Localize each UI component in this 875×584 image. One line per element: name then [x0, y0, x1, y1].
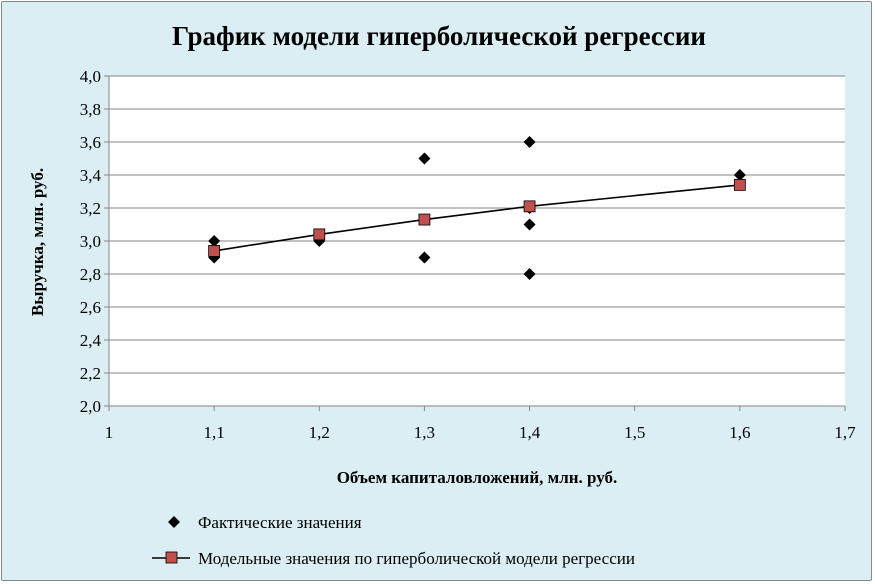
y-tick-label: 3,4 [80, 166, 102, 185]
data-point-actual [523, 268, 536, 280]
data-point-model [418, 213, 431, 226]
data-point-actual [523, 136, 536, 148]
x-axis-label: Объем капиталовложений, млн. руб. [337, 468, 618, 487]
y-tick-label: 2,6 [80, 298, 101, 317]
data-point-actual [418, 152, 431, 165]
legend-label-actual: Фактические значения [198, 513, 362, 532]
data-point-model [208, 244, 221, 257]
legend: Фактические значения Модельные значения … [152, 513, 635, 568]
x-tick-label: 1,1 [204, 423, 225, 442]
data-point-actual [733, 169, 746, 181]
y-axis-label: Выручка, млн. руб. [28, 168, 47, 316]
x-tick-label: 1,4 [519, 423, 541, 442]
x-tick-label: 1,5 [624, 423, 645, 442]
plot-area: 2,0 2,2 2,4 2,6 2,8 3,0 3,2 3,4 3,6 3,8 4,0 1 1,1 1,2… [80, 67, 856, 442]
legend-marker-model [165, 551, 178, 564]
y-tick-label: 3,0 [80, 232, 101, 251]
y-tick-label: 2,0 [80, 397, 101, 416]
data-point-actual [523, 218, 536, 231]
x-tick-label: 1,7 [834, 423, 856, 442]
data-point-model [523, 200, 536, 213]
x-tick-label: 1,3 [414, 423, 435, 442]
data-point-model [733, 178, 746, 191]
legend-label-model: Модельные значения по гиперболической мо… [198, 549, 635, 568]
data-point-actual [208, 235, 221, 247]
data-point-actual [418, 251, 431, 264]
x-tick-label: 1,2 [309, 423, 330, 442]
y-tick-label: 3,2 [80, 199, 101, 218]
legend-marker-actual [168, 516, 180, 528]
y-tick-label: 2,4 [80, 331, 102, 350]
y-tick-label: 3,6 [80, 133, 101, 152]
data-point-model [313, 228, 326, 241]
x-tick-label: 1,6 [729, 423, 750, 442]
x-tick-label: 1 [105, 423, 114, 442]
y-tick-label: 4,0 [80, 67, 101, 86]
y-tick-label: 3,8 [80, 100, 101, 119]
y-tick-label: 2,8 [80, 265, 101, 284]
y-tick-label: 2,2 [80, 364, 101, 383]
chart-title: График модели гиперболической регрессии [172, 21, 706, 51]
